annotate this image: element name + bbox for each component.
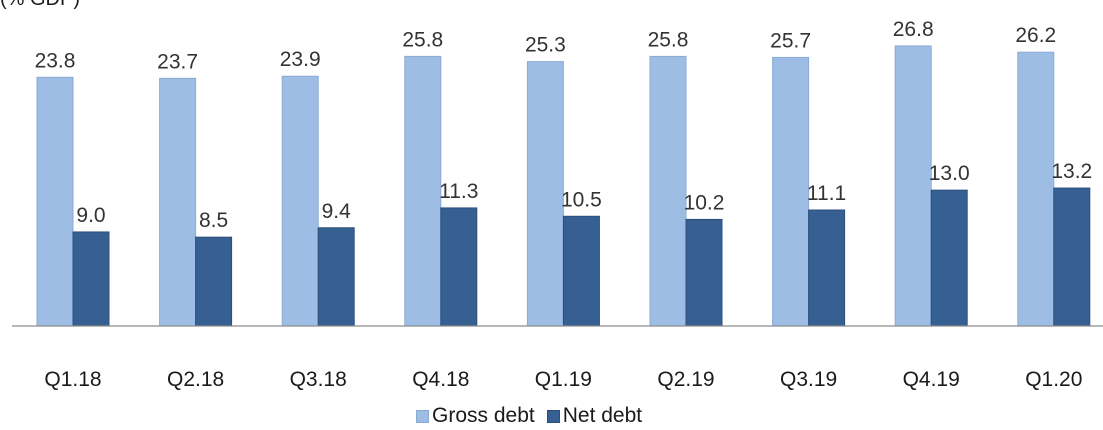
data-label-net-debt-Q2.19: 10.2	[684, 191, 725, 214]
bar-gross-debt-Q3.19	[772, 56, 810, 327]
x-tick-label-Q1.20: Q1.20	[1025, 368, 1082, 391]
data-label-gross-debt-Q4.19: 26.8	[893, 18, 934, 41]
data-label-gross-debt-Q1.20: 26.2	[1015, 24, 1056, 47]
bar-net-debt-Q1.19	[562, 215, 600, 327]
data-label-net-debt-Q4.19: 13.0	[929, 162, 970, 185]
x-tick-label-Q4.18: Q4.18	[412, 368, 469, 391]
data-label-net-debt-Q3.18: 9.4	[322, 200, 352, 223]
data-label-net-debt-Q1.19: 10.5	[561, 188, 602, 211]
bar-net-debt-Q2.19	[685, 218, 723, 327]
data-label-gross-debt-Q3.19: 25.7	[770, 29, 811, 52]
bar-net-debt-Q4.19	[930, 189, 968, 327]
bar-net-debt-Q4.18	[440, 207, 478, 327]
bar-gross-debt-Q4.18	[404, 55, 442, 327]
bar-gross-debt-Q2.19	[649, 55, 687, 327]
legend-swatch-net-debt	[546, 409, 560, 423]
bar-chart: 23.8 9.0 Q1.18 23.7 8.5 Q2.18 23.9 9.4 Q3.18 25.8…	[12, 18, 1103, 391]
data-label-gross-debt-Q2.19: 25.8	[648, 28, 689, 51]
x-tick-label-Q2.19: Q2.19	[657, 368, 714, 391]
bar-net-debt-Q2.18	[195, 236, 233, 327]
legend-label-net-debt: Net debt	[562, 404, 643, 427]
data-label-net-debt-Q2.18: 8.5	[199, 209, 228, 232]
data-label-gross-debt-Q2.18: 23.7	[157, 50, 198, 73]
legend-item-gross-debt: Gross debt	[416, 404, 535, 428]
bar-net-debt-Q3.19	[808, 209, 846, 327]
bar-gross-debt-Q4.19	[894, 45, 932, 327]
x-tick-label-Q2.18: Q2.18	[167, 368, 224, 391]
bar-net-debt-Q1.20	[1053, 187, 1091, 327]
data-label-gross-debt-Q4.18: 25.8	[402, 28, 443, 51]
x-tick-label-Q3.18: Q3.18	[290, 368, 347, 391]
bar-gross-debt-Q3.18	[281, 75, 319, 327]
data-label-net-debt-Q3.19: 11.1	[807, 182, 846, 205]
data-label-net-debt-Q1.20: 13.2	[1051, 160, 1092, 183]
x-tick-label-Q3.19: Q3.19	[780, 368, 837, 391]
bar-net-debt-Q3.18	[317, 227, 355, 327]
data-label-gross-debt-Q1.18: 23.8	[35, 49, 76, 72]
unit-label: (% GDP)	[0, 0, 80, 11]
data-label-gross-debt-Q3.18: 23.9	[280, 48, 321, 71]
legend-swatch-gross-debt	[416, 409, 429, 423]
bar-gross-debt-Q1.19	[526, 61, 564, 327]
x-tick-label-Q4.19: Q4.19	[903, 368, 960, 391]
bar-gross-debt-Q2.18	[159, 77, 197, 327]
bar-gross-debt-Q1.18	[36, 76, 74, 327]
legend: Gross debt Net debt	[416, 404, 654, 428]
x-tick-label-Q1.19: Q1.19	[535, 368, 592, 391]
x-tick-label-Q1.18: Q1.18	[44, 368, 101, 391]
data-label-gross-debt-Q1.19: 25.3	[525, 34, 566, 57]
data-label-net-debt-Q1.18: 9.0	[76, 204, 105, 227]
bar-net-debt-Q1.18	[72, 231, 110, 327]
data-label-net-debt-Q4.18: 11.3	[439, 180, 478, 203]
bar-gross-debt-Q1.20	[1017, 51, 1055, 327]
legend-item-net-debt: Net debt	[546, 404, 643, 428]
legend-label-gross-debt: Gross debt	[432, 404, 535, 427]
